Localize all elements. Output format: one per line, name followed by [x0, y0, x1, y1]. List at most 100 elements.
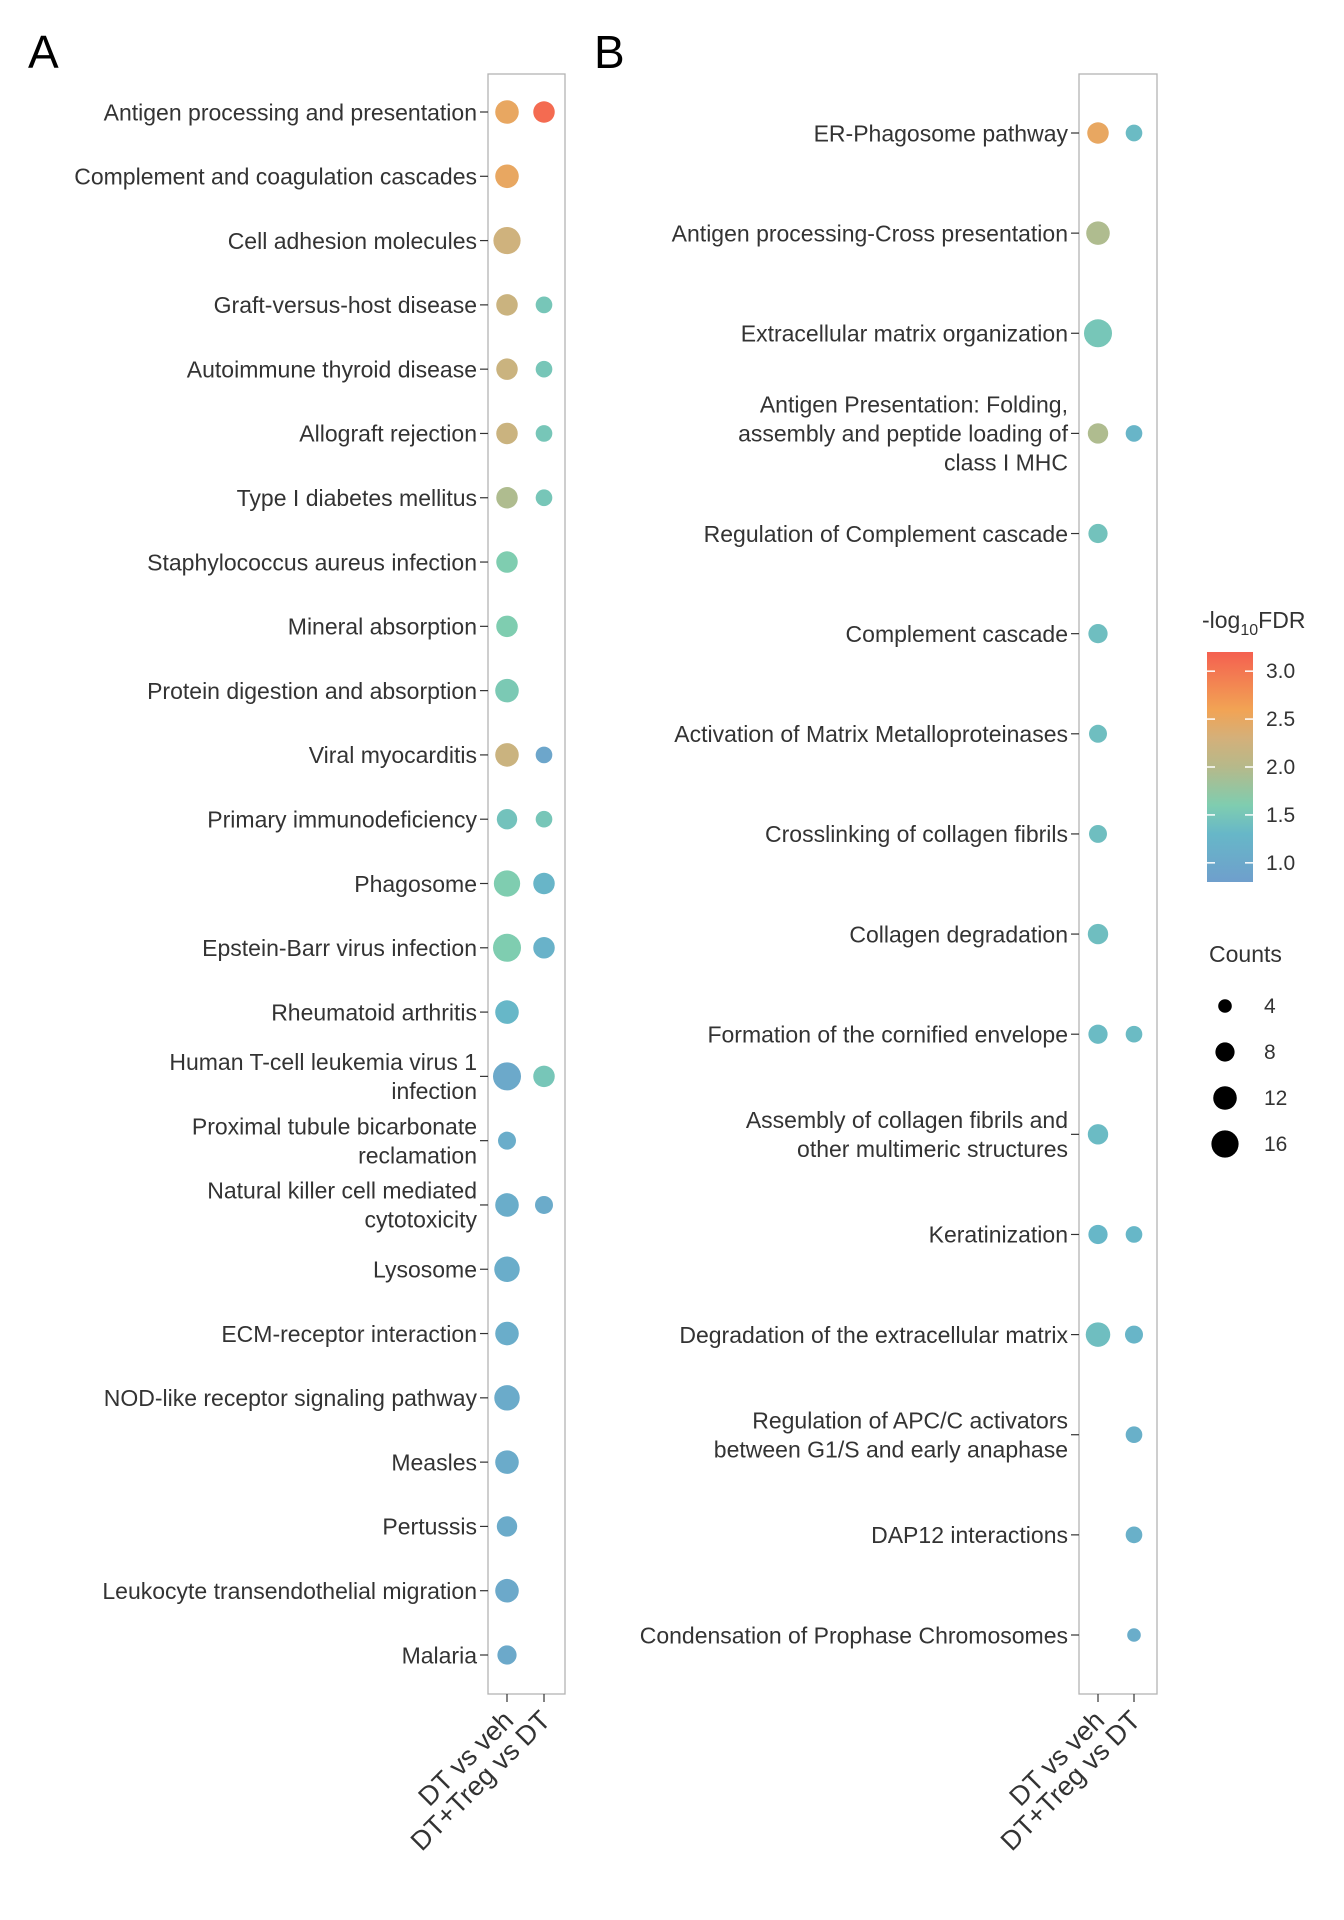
plot-frame [1078, 73, 1158, 1695]
dot-a-dt-vs-veh [495, 1000, 519, 1024]
panel-b-plot: ER-Phagosome pathway Antigen processing-C… [640, 73, 1158, 1857]
term-label: Phagosome [354, 871, 477, 897]
dot-a-dt-vs-veh [493, 226, 521, 255]
term-label: Natural killer cell mediated cytotoxicity [207, 1178, 477, 1233]
dot-a-dt-vs-veh [495, 1578, 519, 1603]
panel-a-plot: Antigen processing and presentation Compl… [74, 73, 566, 1857]
term-label: Graft-versus-host disease [214, 292, 477, 318]
dot-b-dt-vs-veh [1083, 319, 1113, 348]
size-legend-label: 4 [1264, 995, 1276, 1018]
dot-a-dt-vs-veh [495, 1450, 519, 1474]
term-label: Measles [391, 1449, 477, 1475]
dot-a-dt-treg-vs-dt [533, 101, 555, 123]
term-label: Autoimmune thyroid disease [187, 356, 477, 382]
dot-a-dt-vs-veh [492, 1062, 522, 1091]
dot-b-dt-treg-vs-dt [1125, 1426, 1143, 1444]
term-label: Keratinization [929, 1222, 1068, 1248]
dot-a-dt-treg-vs-dt [535, 489, 553, 507]
dot-a-dt-treg-vs-dt [533, 1065, 555, 1088]
term-label: Pertussis [382, 1514, 477, 1540]
dot-b-dt-vs-veh [1089, 724, 1107, 743]
colorbar-tick-label: 2.5 [1266, 708, 1295, 731]
term-label: Regulation of APC/C activators between G1… [714, 1408, 1068, 1463]
term-label: NOD-like receptor signaling pathway [104, 1385, 478, 1411]
dot-a-dt-vs-veh [496, 486, 518, 509]
term-label: Regulation of Complement cascade [704, 521, 1068, 547]
size-legend-dot [1213, 1086, 1237, 1110]
size-legend-dot [1215, 1042, 1235, 1062]
dot-a-dt-treg-vs-dt [533, 872, 555, 895]
dot-a-dt-vs-veh [495, 743, 519, 767]
term-label: Collagen degradation [849, 921, 1068, 947]
dot-a-dt-vs-veh [496, 358, 518, 380]
dot-a-dt-vs-veh [496, 809, 518, 830]
dot-a-dt-vs-veh [495, 1193, 519, 1217]
colorbar-tick-label: 3.0 [1266, 660, 1295, 683]
term-label: Staphylococcus aureus infection [147, 549, 477, 575]
term-label: Complement cascade [846, 621, 1068, 647]
term-label: Protein digestion and absorption [147, 678, 477, 704]
dot-b-dt-treg-vs-dt [1125, 124, 1143, 142]
dot-b-dt-treg-vs-dt [1125, 1526, 1143, 1544]
dot-b-dt-treg-vs-dt [1125, 425, 1143, 442]
dot-a-dt-vs-veh [495, 1321, 519, 1346]
dot-b-dt-vs-veh [1086, 221, 1110, 245]
term-label: Rheumatoid arthritis [271, 999, 477, 1025]
term-label: Antigen Presentation: Folding, assembly a… [738, 392, 1069, 476]
fdr-color-legend: -log10FDR 3.0 2.5 2.0 1.5 1.0 [1202, 607, 1305, 882]
panel-a-label: A [28, 26, 59, 78]
term-label: Lysosome [373, 1257, 477, 1283]
dot-a-dt-treg-vs-dt [535, 1195, 553, 1214]
term-label: Crosslinking of collagen fibrils [765, 821, 1068, 847]
dot-a-dt-vs-veh [496, 551, 518, 573]
dot-b-dt-vs-veh [1087, 423, 1109, 444]
dot-b-dt-vs-veh [1085, 1322, 1111, 1347]
dot-b-dt-treg-vs-dt [1125, 1325, 1143, 1344]
dot-a-dt-treg-vs-dt [535, 746, 553, 764]
dot-a-dt-vs-veh [494, 1385, 520, 1411]
dot-b-dt-vs-veh [1088, 1224, 1108, 1245]
term-label: Degradation of the extracellular matrix [679, 1322, 1068, 1348]
dot-b-dt-vs-veh [1087, 122, 1109, 144]
size-legend-dot [1218, 999, 1232, 1013]
term-label: Assembly of collagen fibrils and other mu… [746, 1107, 1068, 1162]
dot-b-dt-treg-vs-dt [1125, 1226, 1143, 1243]
dot-a-dt-vs-veh [496, 1516, 518, 1537]
dot-a-dt-vs-veh [495, 678, 519, 703]
dot-a-dt-vs-veh [493, 870, 521, 897]
colorbar-tick-label: 1.0 [1266, 852, 1295, 875]
dot-a-dt-vs-veh [495, 100, 519, 124]
dot-b-dt-vs-veh [1087, 923, 1109, 945]
dot-a-dt-vs-veh [496, 422, 518, 445]
dot-a-dt-vs-veh [496, 615, 518, 638]
fdr-legend-title: -log10FDR [1202, 607, 1305, 639]
size-legend-label: 8 [1264, 1041, 1276, 1064]
term-label: Antigen processing-Cross presentation [672, 220, 1068, 246]
size-legend-label: 16 [1264, 1133, 1287, 1156]
dot-b-dt-vs-veh [1088, 1024, 1108, 1044]
term-label: ER-Phagosome pathway [814, 120, 1069, 146]
term-label: Malaria [402, 1642, 478, 1668]
term-label: Complement and coagulation cascades [74, 164, 477, 190]
dot-a-dt-treg-vs-dt [535, 296, 553, 314]
dot-a-dt-vs-veh [494, 1256, 520, 1282]
dot-a-dt-vs-veh [495, 164, 519, 189]
term-label: Primary immunodeficiency [207, 806, 477, 832]
dot-a-dt-treg-vs-dt [533, 937, 555, 959]
dot-b-dt-treg-vs-dt [1127, 1628, 1141, 1642]
dot-a-dt-vs-veh [492, 933, 522, 962]
term-label: ECM-receptor interaction [221, 1321, 477, 1347]
dot-a-dt-vs-veh [497, 1645, 517, 1665]
counts-legend-title: Counts [1209, 941, 1282, 967]
term-label: Cell adhesion molecules [228, 228, 477, 254]
term-label: Mineral absorption [288, 614, 477, 640]
term-label: Activation of Matrix Metalloproteinases [674, 721, 1068, 747]
dot-b-dt-treg-vs-dt [1125, 1025, 1143, 1043]
term-label: Condensation of Prophase Chromosomes [640, 1622, 1068, 1648]
term-label: Leukocyte transendothelial migration [102, 1578, 477, 1604]
term-label: Allograft rejection [299, 421, 477, 447]
size-legend-label: 12 [1264, 1087, 1287, 1110]
counts-size-legend: Counts 4 8 12 16 [1209, 941, 1287, 1158]
term-label: Proximal tubule bicarbonate reclamation [192, 1113, 477, 1168]
